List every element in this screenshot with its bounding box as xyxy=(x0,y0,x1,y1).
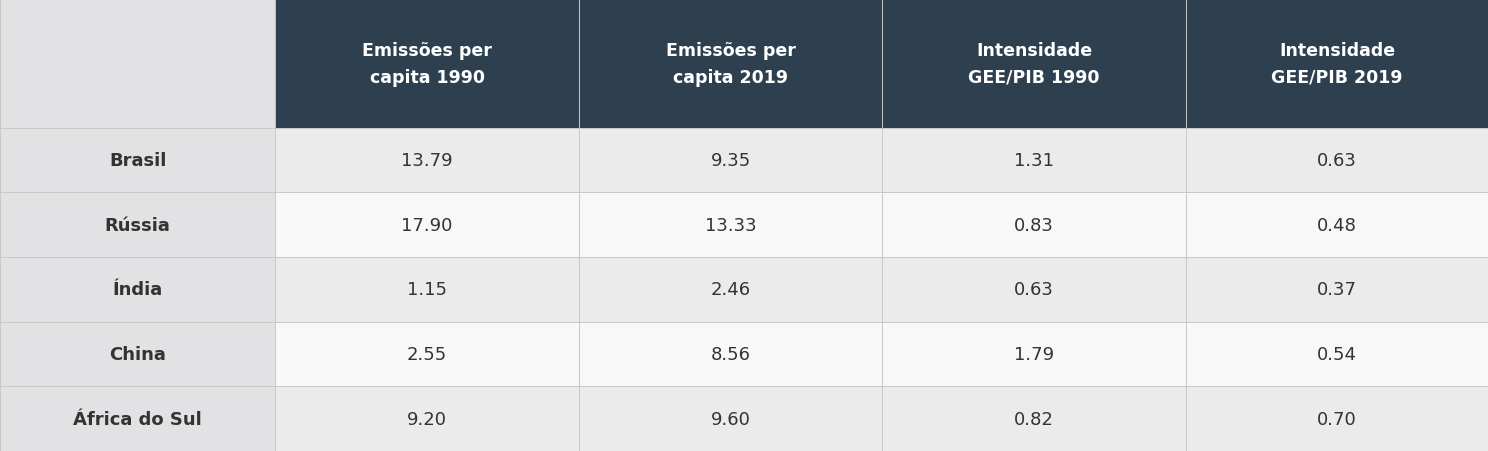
Bar xyxy=(275,129,579,193)
Text: Emissões per
capita 2019: Emissões per capita 2019 xyxy=(665,42,796,87)
Bar xyxy=(882,0,1186,129)
Bar xyxy=(0,129,275,193)
Bar xyxy=(579,258,882,322)
Text: 0.82: 0.82 xyxy=(1015,410,1054,428)
Bar xyxy=(275,387,579,451)
Bar xyxy=(275,193,579,258)
Text: Intensidade
GEE/PIB 2019: Intensidade GEE/PIB 2019 xyxy=(1271,42,1403,87)
Text: China: China xyxy=(109,345,167,363)
Text: Emissões per
capita 1990: Emissões per capita 1990 xyxy=(362,42,493,87)
Text: 0.63: 0.63 xyxy=(1317,152,1357,170)
Text: 2.46: 2.46 xyxy=(711,281,750,299)
Text: Rússia: Rússia xyxy=(104,216,171,234)
Bar xyxy=(579,193,882,258)
Text: 9.35: 9.35 xyxy=(710,152,751,170)
Bar xyxy=(1186,258,1488,322)
Text: 2.55: 2.55 xyxy=(406,345,448,363)
Text: 0.54: 0.54 xyxy=(1317,345,1357,363)
Bar xyxy=(0,193,275,258)
Bar xyxy=(0,0,275,129)
Text: 1.79: 1.79 xyxy=(1015,345,1054,363)
Bar xyxy=(0,387,275,451)
Bar xyxy=(275,322,579,387)
Bar xyxy=(579,0,882,129)
Text: 13.33: 13.33 xyxy=(705,216,756,234)
Bar xyxy=(1186,387,1488,451)
Bar xyxy=(882,258,1186,322)
Text: África do Sul: África do Sul xyxy=(73,410,202,428)
Bar xyxy=(579,129,882,193)
Bar xyxy=(0,258,275,322)
Text: 8.56: 8.56 xyxy=(711,345,750,363)
Text: 0.37: 0.37 xyxy=(1317,281,1357,299)
Text: 0.70: 0.70 xyxy=(1317,410,1357,428)
Text: 17.90: 17.90 xyxy=(402,216,452,234)
Text: 0.48: 0.48 xyxy=(1317,216,1357,234)
Text: Intensidade
GEE/PIB 1990: Intensidade GEE/PIB 1990 xyxy=(969,42,1100,87)
Bar xyxy=(1186,322,1488,387)
Bar xyxy=(579,322,882,387)
Bar xyxy=(1186,129,1488,193)
Text: Brasil: Brasil xyxy=(109,152,167,170)
Text: 1.31: 1.31 xyxy=(1015,152,1054,170)
Text: 0.83: 0.83 xyxy=(1015,216,1054,234)
Bar xyxy=(882,387,1186,451)
Text: 13.79: 13.79 xyxy=(402,152,452,170)
Text: 9.20: 9.20 xyxy=(408,410,446,428)
Bar xyxy=(1186,193,1488,258)
Text: Índia: Índia xyxy=(113,281,162,299)
Bar xyxy=(882,129,1186,193)
Text: 9.60: 9.60 xyxy=(711,410,750,428)
Bar xyxy=(275,0,579,129)
Text: 0.63: 0.63 xyxy=(1015,281,1054,299)
Bar xyxy=(0,322,275,387)
Bar xyxy=(275,258,579,322)
Bar xyxy=(1186,0,1488,129)
Bar xyxy=(882,193,1186,258)
Bar xyxy=(579,387,882,451)
Bar xyxy=(882,322,1186,387)
Text: 1.15: 1.15 xyxy=(408,281,446,299)
